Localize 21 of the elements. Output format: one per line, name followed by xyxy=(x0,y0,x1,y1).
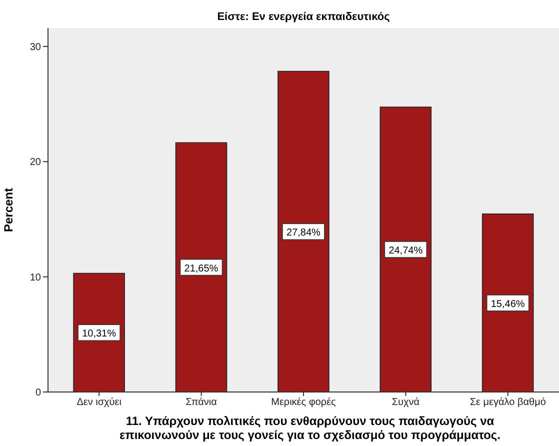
x-tick-label: Δεν ισχύει xyxy=(76,397,122,408)
x-tick-label: Μερικές φορές xyxy=(271,397,336,408)
bar xyxy=(380,106,432,392)
y-tick-label: 20 xyxy=(30,157,42,168)
y-axis-title: Percent xyxy=(1,188,16,232)
y-tick-label: 10 xyxy=(30,272,42,284)
x-tick-label: Συχνά xyxy=(392,397,420,408)
x-axis-title: 11. Υπάρχουν πολιτικές που ενθαρρύνουν τους παιδαγωγούς να επικοινωνούν με τους γονείς για το σχεδιασμό του προγράμματος. xyxy=(118,414,502,442)
y-tick-label: 0 xyxy=(35,388,42,399)
data-label: 24,74% xyxy=(388,246,423,257)
bar xyxy=(175,142,228,392)
y-tick-label: 30 xyxy=(30,42,42,53)
data-label: 27,84% xyxy=(286,228,321,239)
chart-title: Είστε: Εν ενεργεία εκπαιδευτικός xyxy=(216,11,391,23)
bar xyxy=(278,70,330,392)
x-tick-label: Σε μεγάλο βαθμό xyxy=(470,397,546,408)
x-tick-label: Σπάνια xyxy=(186,397,218,408)
bar xyxy=(482,214,534,392)
data-label: 21,65% xyxy=(184,263,218,274)
data-label: 15,46% xyxy=(490,298,525,310)
data-label: 10,31% xyxy=(82,328,116,340)
